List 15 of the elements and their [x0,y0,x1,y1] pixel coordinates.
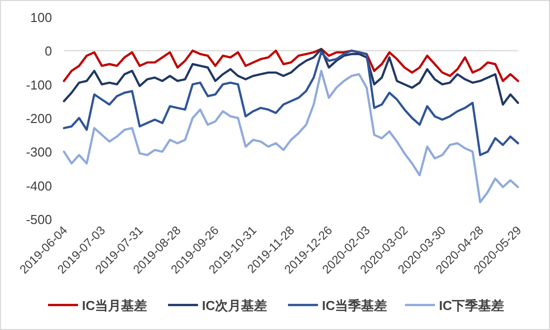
line-series [62,70,520,204]
line-series [62,50,520,156]
legend-label: IC次月基差 [202,298,267,313]
y-tick-label: -400 [26,178,52,194]
legend-label: IC当月基差 [82,298,147,313]
y-tick-label: -500 [26,212,52,227]
line-series [62,48,520,106]
line-series [62,48,520,82]
y-tick-label: -200 [26,111,52,126]
y-tick-label: -300 [26,144,52,160]
y-tick-label: 100 [30,10,52,25]
legend-label: IC下季基差 [439,298,504,313]
y-tick-label: 0 [44,44,52,59]
legend-label: IC当季基差 [322,298,387,313]
y-tick-label: -100 [26,77,52,92]
